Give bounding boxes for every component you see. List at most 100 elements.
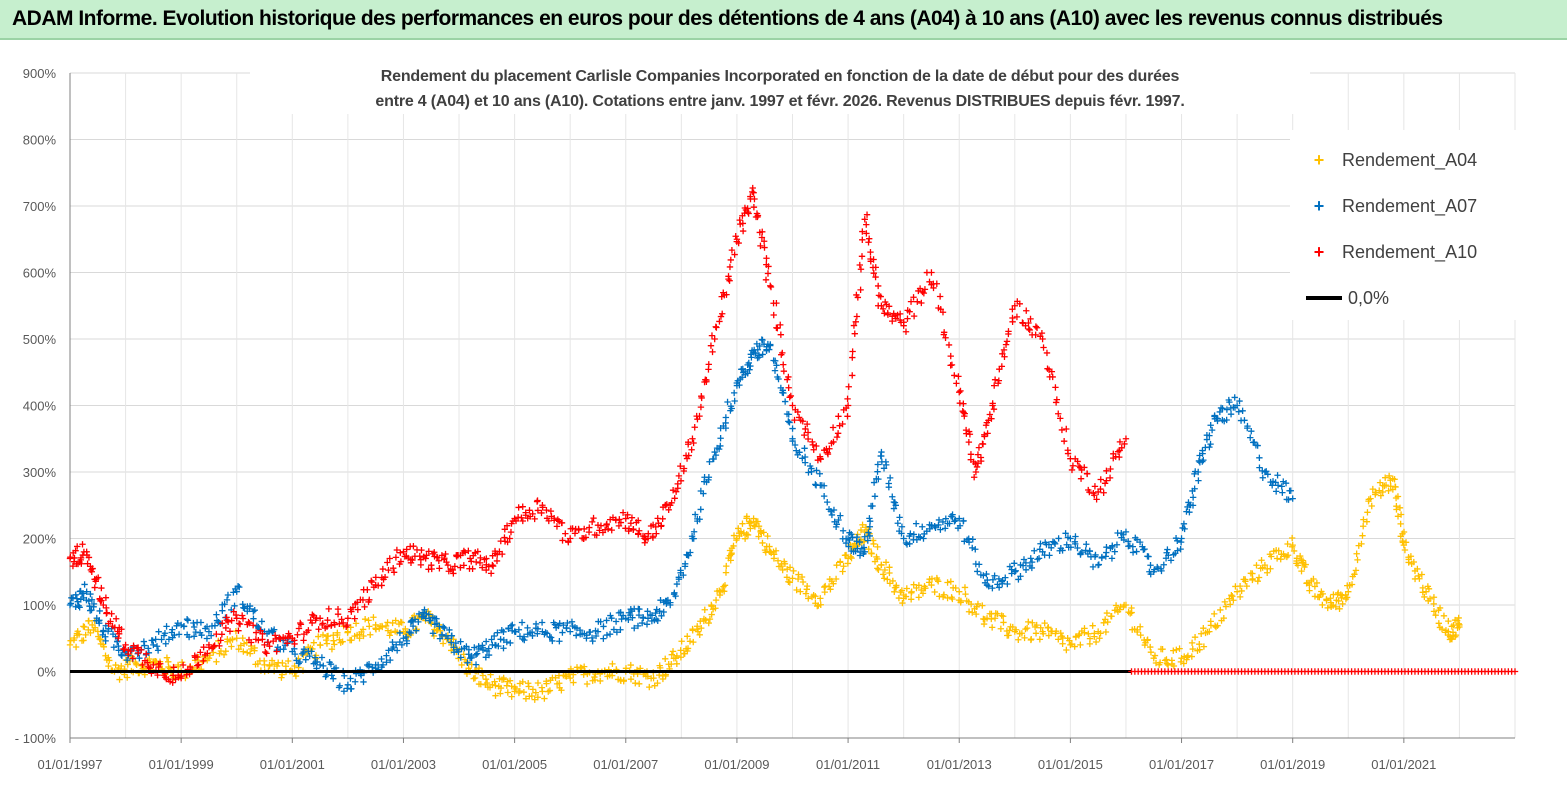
point-rendement_a10 <box>144 659 151 666</box>
point-rendement_a04 <box>583 680 591 688</box>
point-rendement_a10 <box>870 269 877 277</box>
point-rendement_a04 <box>1144 636 1151 643</box>
point-rendement_a07 <box>960 517 967 524</box>
point-rendement_a04 <box>957 597 965 605</box>
point-rendement_a04 <box>132 660 140 667</box>
point-rendement_a04 <box>580 663 588 670</box>
point-rendement_a10 <box>685 452 692 459</box>
point-rendement_a07 <box>587 628 594 636</box>
point-rendement_a10 <box>115 634 122 642</box>
point-rendement_a10 <box>857 266 865 273</box>
point-rendement_a10 <box>1027 315 1034 323</box>
point-rendement_a10 <box>801 431 808 439</box>
point-rendement_a04 <box>781 560 789 567</box>
point-rendement_a07 <box>163 623 170 630</box>
point-rendement_a04 <box>1425 585 1433 593</box>
point-rendement_a04 <box>1188 653 1196 660</box>
point-rendement_a10 <box>859 228 866 235</box>
point-rendement_a07 <box>154 647 162 654</box>
point-rendement_a04 <box>1310 575 1317 583</box>
point-rendement_a07 <box>473 650 481 657</box>
point-rendement_a10 <box>538 509 545 517</box>
point-rendement_a10 <box>503 522 511 529</box>
point-rendement_a07 <box>1051 539 1058 546</box>
point-rendement_a07 <box>738 374 746 381</box>
point-rendement_a04 <box>91 624 99 631</box>
point-rendement_a04 <box>310 639 318 646</box>
point-rendement_a10 <box>1074 458 1081 465</box>
point-rendement_a07 <box>494 629 501 636</box>
point-rendement_a04 <box>1077 641 1084 649</box>
point-rendement_a07 <box>1241 417 1248 424</box>
point-rendement_a10 <box>758 234 766 241</box>
point-rendement_a07 <box>1067 544 1075 551</box>
point-rendement_a07 <box>907 530 914 537</box>
point-rendement_a10 <box>961 412 968 420</box>
point-rendement_a07 <box>1160 561 1167 568</box>
point-rendement_a10 <box>659 515 666 522</box>
point-rendement_a07 <box>898 530 905 537</box>
y-tick-label: 600% <box>23 266 57 281</box>
point-rendement_a04 <box>881 566 889 574</box>
point-rendement_a07 <box>625 616 632 623</box>
point-rendement_a04 <box>1288 534 1296 542</box>
point-rendement_a04 <box>1229 593 1236 600</box>
point-rendement_a07 <box>942 515 950 522</box>
point-rendement_a07 <box>1133 548 1140 555</box>
point-rendement_a04 <box>463 658 470 666</box>
point-rendement_a04 <box>973 603 980 611</box>
point-rendement_a04 <box>840 563 847 570</box>
legend-line-zero <box>1306 296 1342 300</box>
point-rendement_a07 <box>748 354 755 361</box>
point-rendement_a10 <box>200 643 207 651</box>
point-rendement_a04 <box>712 596 720 604</box>
point-rendement_a10 <box>688 446 695 453</box>
point-rendement_a04 <box>1184 652 1192 660</box>
point-rendement_a10 <box>1100 489 1107 496</box>
point-rendement_a10 <box>324 617 331 624</box>
point-rendement_a10 <box>571 530 579 537</box>
point-rendement_a07 <box>767 341 774 348</box>
point-rendement_a07 <box>869 502 876 510</box>
point-rendement_a07 <box>1122 528 1130 536</box>
point-rendement_a07 <box>866 523 874 530</box>
point-rendement_a07 <box>308 648 315 655</box>
point-rendement_a10 <box>603 521 610 529</box>
point-rendement_a10 <box>948 361 956 369</box>
point-rendement_a07 <box>752 350 759 357</box>
y-tick-label: 900% <box>23 66 57 81</box>
point-rendement_a10 <box>378 582 385 589</box>
point-rendement_a07 <box>687 549 694 556</box>
point-rendement_a10 <box>451 563 459 570</box>
point-rendement_a07 <box>1244 424 1251 432</box>
point-rendement_a07 <box>1223 406 1231 413</box>
point-rendement_a10 <box>385 566 392 574</box>
point-rendement_a10 <box>384 559 391 566</box>
point-rendement_a10 <box>834 430 842 437</box>
point-rendement_a04 <box>702 616 709 624</box>
point-rendement_a07 <box>534 625 542 633</box>
point-rendement_a07 <box>1174 547 1181 554</box>
point-rendement_a10 <box>998 363 1006 370</box>
point-rendement_a07 <box>671 589 678 596</box>
point-rendement_a07 <box>920 535 927 542</box>
point-rendement_a10 <box>217 637 224 644</box>
point-rendement_a10 <box>216 642 223 650</box>
point-rendement_a07 <box>509 621 516 629</box>
point-rendement_a07 <box>1019 562 1027 569</box>
point-rendement_a10 <box>619 509 627 516</box>
point-rendement_a04 <box>1435 620 1443 627</box>
point-rendement_a04 <box>1319 601 1326 609</box>
point-rendement_a07 <box>636 605 643 613</box>
point-rendement_a10 <box>493 557 501 565</box>
point-rendement_a04 <box>72 643 80 651</box>
point-rendement_a04 <box>292 672 300 680</box>
point-rendement_a07 <box>1227 411 1235 418</box>
point-rendement_a07 <box>898 523 906 530</box>
point-rendement_a07 <box>1103 549 1110 556</box>
point-rendement_a07 <box>1004 580 1011 588</box>
point-rendement_a10 <box>1083 470 1091 478</box>
point-rendement_a04 <box>1018 630 1026 637</box>
point-rendement_a10 <box>786 394 793 401</box>
point-rendement_a07 <box>1072 533 1079 540</box>
